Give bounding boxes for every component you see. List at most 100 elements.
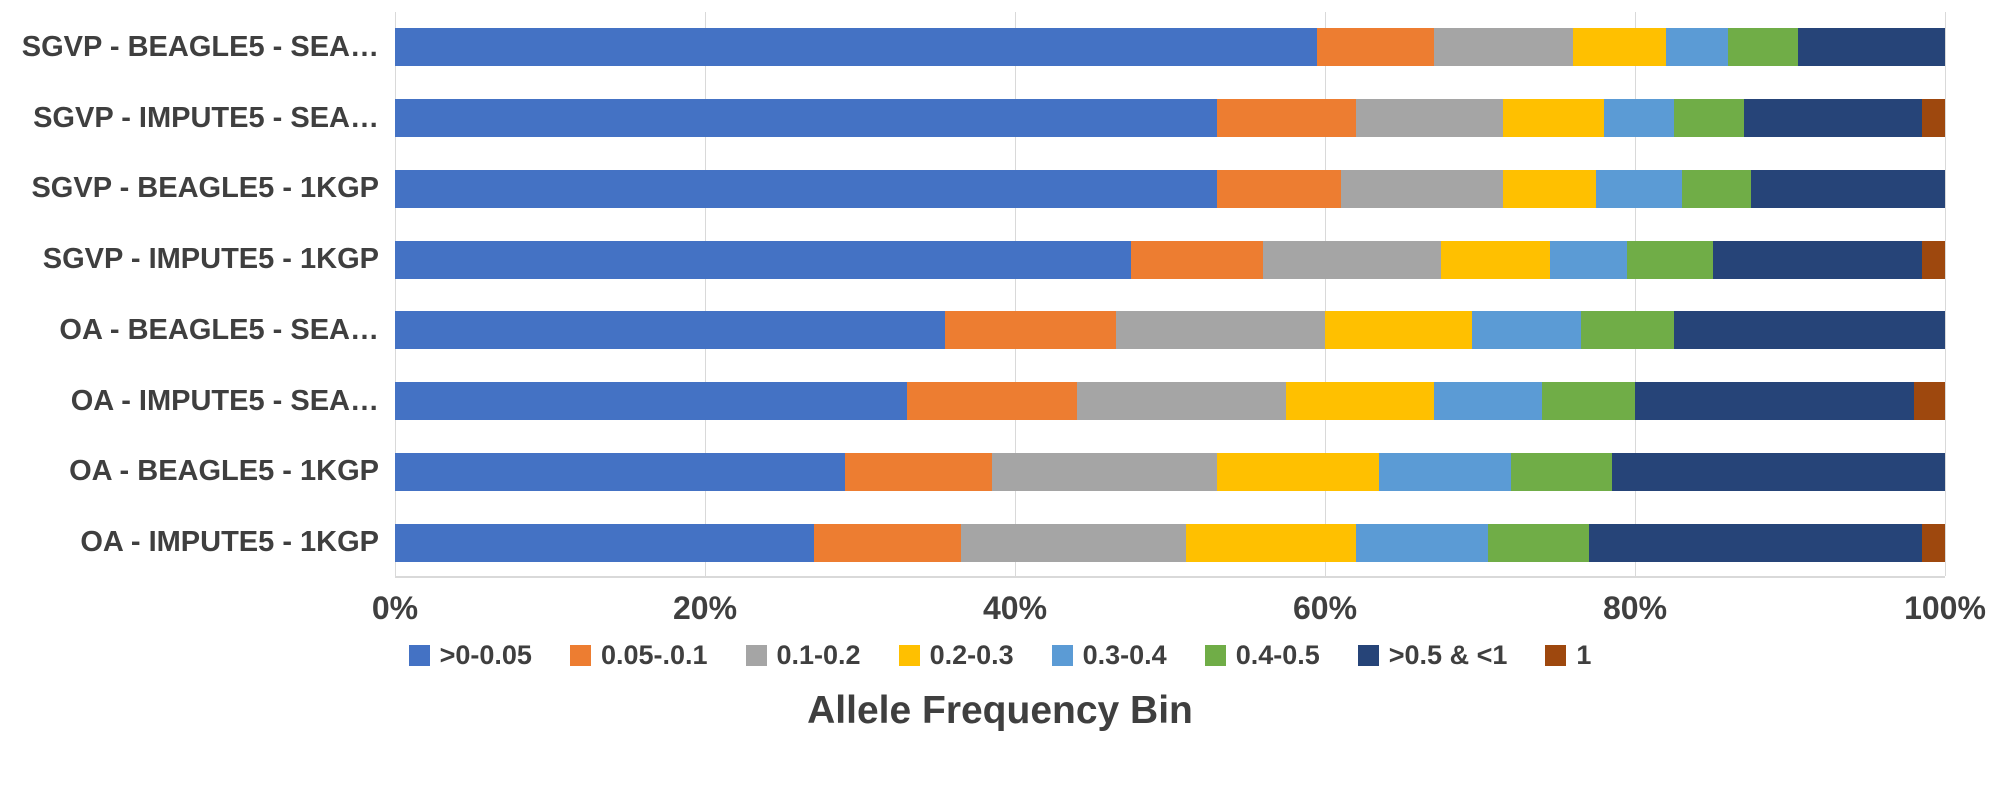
gridline xyxy=(1015,12,1016,576)
legend-item: >0.5 & <1 xyxy=(1357,640,1508,671)
chart-row: OA - BEAGLE5 - SEA… xyxy=(0,295,2000,366)
legend-label: 0.3-0.4 xyxy=(1082,640,1167,670)
bar-segment xyxy=(1549,240,1628,279)
legend-label: >0.5 & <1 xyxy=(1388,640,1508,670)
category-label: OA - BEAGLE5 - 1KGP xyxy=(69,455,379,488)
bar-segment xyxy=(1356,523,1488,562)
bar-segment xyxy=(1542,382,1635,421)
chart-row: OA - BEAGLE5 - 1KGP xyxy=(0,437,2000,508)
bar-segment xyxy=(395,99,1217,138)
bar-segment xyxy=(945,311,1116,350)
legend-swatch xyxy=(1357,645,1379,666)
bar-segment xyxy=(1627,240,1713,279)
category-label: OA - BEAGLE5 - SEA… xyxy=(59,313,379,346)
bar-segment xyxy=(1503,169,1597,208)
legend-swatch xyxy=(745,645,767,666)
bar-segment xyxy=(1666,28,1728,67)
category-label: SGVP - IMPUTE5 - SEA… xyxy=(33,101,379,134)
legend-swatch xyxy=(1545,645,1567,666)
bar-segment xyxy=(1596,169,1682,208)
bar-segment xyxy=(1115,311,1325,350)
bar-segment xyxy=(1511,452,1612,491)
bar-segment xyxy=(1433,28,1573,67)
bar-segment xyxy=(395,523,814,562)
bar-track xyxy=(395,240,1945,279)
category-label: SGVP - BEAGLE5 - 1KGP xyxy=(31,172,379,205)
bar-segment xyxy=(1325,311,1473,350)
bar-segment xyxy=(395,311,946,350)
gridline xyxy=(705,12,706,576)
bar-segment xyxy=(1263,240,1442,279)
bar-track xyxy=(395,382,1945,421)
legend-label: 0.2-0.3 xyxy=(929,640,1014,670)
x-tick-label: 40% xyxy=(982,590,1048,626)
bar-segment xyxy=(1604,99,1674,138)
category-label: SGVP - IMPUTE5 - 1KGP xyxy=(42,243,379,276)
legend-label: >0-0.05 xyxy=(439,640,532,670)
bar-segment xyxy=(1441,240,1550,279)
chart-row: SGVP - BEAGLE5 - 1KGP xyxy=(0,154,2000,225)
gridline xyxy=(1635,12,1636,576)
chart-row: SGVP - IMPUTE5 - SEA… xyxy=(0,83,2000,154)
bar-track xyxy=(395,523,1945,562)
legend-item: 1 xyxy=(1545,640,1591,671)
bar-track xyxy=(395,311,1945,350)
legend-swatch xyxy=(569,645,591,666)
legend-swatch xyxy=(1051,645,1073,666)
bar-segment xyxy=(1472,311,1581,350)
bar-rows: SGVP - BEAGLE5 - SEA… SGVP - IMPUTE5 - SE… xyxy=(0,12,2000,578)
bar-segment xyxy=(1433,382,1542,421)
bar-segment xyxy=(1216,169,1341,208)
bar-segment xyxy=(1573,28,1666,67)
chart-row: SGVP - BEAGLE5 - SEA… xyxy=(0,12,2000,83)
gridline xyxy=(1945,12,1946,576)
bar-segment xyxy=(1921,240,1945,279)
chart-row: SGVP - IMPUTE5 - 1KGP xyxy=(0,224,2000,295)
bar-segment xyxy=(1185,523,1356,562)
bar-segment xyxy=(395,28,1318,67)
x-tick-label: 20% xyxy=(672,590,738,626)
legend-item: 0.2-0.3 xyxy=(898,640,1014,671)
chart-row: OA - IMPUTE5 - 1KGP xyxy=(0,507,2000,578)
bar-segment xyxy=(395,240,1132,279)
bar-segment xyxy=(1503,99,1604,138)
gridline xyxy=(1325,12,1326,576)
legend-label: 1 xyxy=(1576,640,1592,670)
x-tick-label: 60% xyxy=(1292,590,1358,626)
bar-segment xyxy=(1611,452,1945,491)
bar-segment xyxy=(1635,382,1914,421)
legend-swatch xyxy=(898,645,920,666)
bar-segment xyxy=(1681,169,1752,208)
bar-segment xyxy=(1286,382,1434,421)
legend-label: 0.1-0.2 xyxy=(776,640,861,670)
category-label: OA - IMPUTE5 - 1KGP xyxy=(80,526,379,559)
bar-segment xyxy=(395,452,845,491)
bar-segment xyxy=(1379,452,1511,491)
bar-segment xyxy=(1914,382,1945,421)
bar-segment xyxy=(1077,382,1287,421)
bar-segment xyxy=(1728,28,1798,67)
bar-segment xyxy=(906,382,1077,421)
bar-track xyxy=(395,452,1945,491)
bar-track xyxy=(395,28,1945,67)
bar-segment xyxy=(1921,99,1945,138)
bar-segment xyxy=(395,382,907,421)
bar-track xyxy=(395,99,1945,138)
x-axis-title: Allele Frequency Bin xyxy=(807,689,1193,732)
bar-segment xyxy=(960,523,1186,562)
plot-area: SGVP - BEAGLE5 - SEA… SGVP - IMPUTE5 - SE… xyxy=(0,12,2000,578)
bar-segment xyxy=(395,169,1217,208)
bar-segment xyxy=(813,523,961,562)
legend-item: 0.05-.0.1 xyxy=(569,640,708,671)
x-axis: 0% 20% 40% 60% 80% 100% xyxy=(372,578,1986,636)
bar-segment xyxy=(1673,311,1945,350)
legend-item: 0.1-0.2 xyxy=(745,640,861,671)
x-tick-label: 0% xyxy=(371,590,419,626)
bar-segment xyxy=(844,452,992,491)
bar-segment xyxy=(1751,169,1945,208)
bar-segment xyxy=(1356,99,1504,138)
bar-segment xyxy=(1317,28,1434,67)
chart-row: OA - IMPUTE5 - SEA… xyxy=(0,366,2000,437)
category-label: OA - IMPUTE5 - SEA… xyxy=(70,384,379,417)
bar-segment xyxy=(991,452,1217,491)
